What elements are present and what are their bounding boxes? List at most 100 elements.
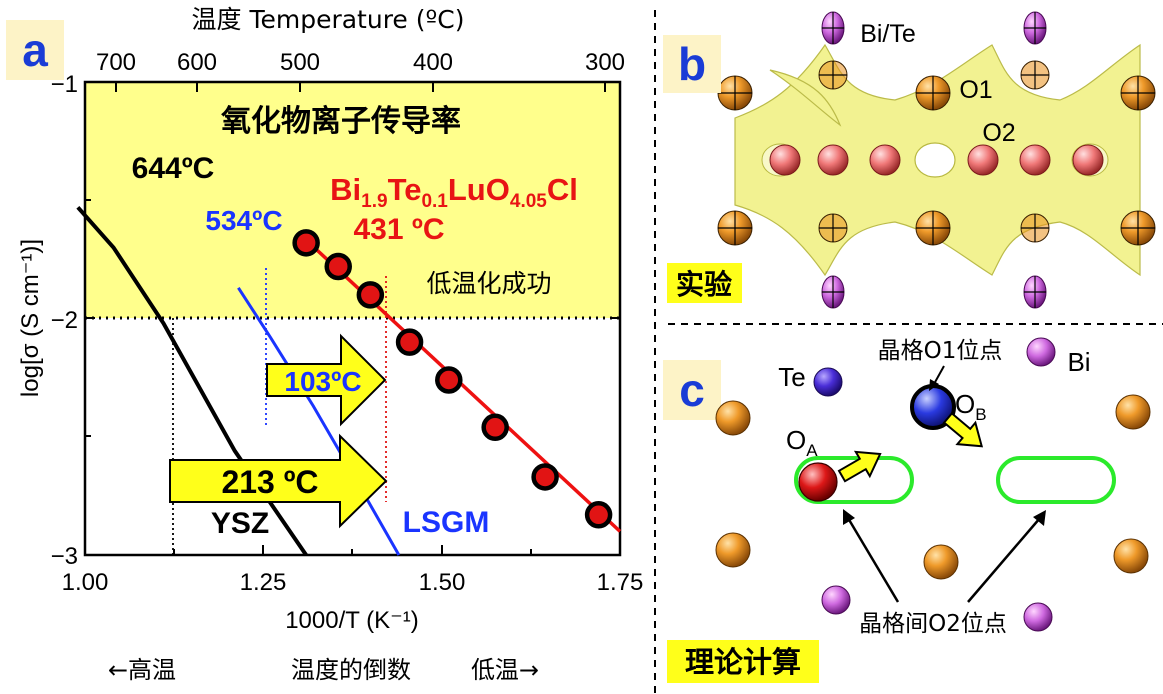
panel-b: b Bi/Te O1 O2 实验 <box>663 11 1156 309</box>
o2-site-label: 晶格间O2位点 <box>859 611 1007 637</box>
data-point <box>435 366 463 394</box>
bi-atom <box>821 585 851 615</box>
data-point <box>356 281 385 309</box>
experiment-tag: 实验 <box>676 268 732 301</box>
material-sub: 0.1 <box>421 191 448 212</box>
oxygen-a-atom <box>798 462 838 502</box>
data-point <box>531 463 559 491</box>
site-label-o2: O2 <box>982 119 1015 147</box>
orange-atom <box>1115 394 1151 430</box>
success-label: 低温化成功 <box>426 269 551 298</box>
panel-a-label: a <box>22 24 48 76</box>
panel-a-label-bg <box>6 20 64 80</box>
arrow-213: 213 ºC <box>169 433 388 529</box>
oa-label: OA <box>786 425 818 460</box>
o2-atom <box>869 144 901 176</box>
bottom-high-temp: ←高温 <box>108 656 176 684</box>
x-tick-label: 1.00 <box>62 569 109 596</box>
o2-pointer-left <box>846 517 900 603</box>
atoms-c <box>715 337 1151 632</box>
panel-c-label-bg <box>663 360 721 420</box>
temp-label-ysz: 644ºC <box>132 152 215 185</box>
material-sub: 1.9 <box>361 191 387 212</box>
arrow-label-103: 103ºC <box>284 366 361 397</box>
data-point <box>324 252 352 281</box>
material-part: Cl <box>547 172 578 207</box>
oa-main: O <box>786 425 806 455</box>
theory-tag-bg <box>667 640 819 683</box>
o2-pointer-right <box>967 517 1041 603</box>
orange-atom <box>1113 538 1149 574</box>
y-tick-label: −2 <box>51 307 78 334</box>
oa-sub: A <box>806 441 818 460</box>
top-tick-label: 600 <box>177 49 217 76</box>
y-tick-label: −1 <box>51 71 78 98</box>
x-tick-label: 1.75 <box>597 569 644 596</box>
ob-sub: B <box>975 405 986 424</box>
data-point <box>584 501 613 529</box>
o2-pointer-right-head <box>1033 510 1046 526</box>
material-part: LuO <box>448 172 510 207</box>
panel-c-label: c <box>679 364 705 416</box>
top-tick-label: 300 <box>585 49 625 76</box>
interstitial-site-a <box>794 456 914 504</box>
te-label: Te <box>778 362 805 392</box>
arrow-label-213: 213 ºC <box>221 464 318 500</box>
temp-label-new: 431 ºC <box>353 213 444 246</box>
bi-label: Bi <box>1067 347 1090 377</box>
ob-label: OB <box>955 389 987 424</box>
arrow-shape <box>169 433 388 529</box>
data-point <box>292 229 320 257</box>
top-axis-title: 温度 Temperature (ºC) <box>192 5 465 34</box>
migration-arrow-a <box>837 450 882 483</box>
temp-label-lsgm: 534ºC <box>205 205 282 236</box>
site-label-o1: O1 <box>959 76 992 104</box>
panel-b-label-bg <box>663 35 721 93</box>
bi-atom <box>1023 602 1053 632</box>
material-sub: 4.05 <box>510 191 547 212</box>
bottom-low-temp: 低温→ <box>471 656 539 684</box>
x-tick-label: 1.25 <box>240 569 287 596</box>
material-label: Bi1.9Te0.1LuO4.05Cl <box>330 172 578 212</box>
orange-atom <box>715 532 751 568</box>
isosurface-hole <box>914 142 956 178</box>
panel-c: c 晶格O1位点 Te Bi OA OB 晶格间O2位点 理论计算 <box>663 337 1151 683</box>
o2-atom <box>1072 144 1104 176</box>
top-tick-label: 500 <box>280 49 320 76</box>
o1-pointer <box>933 365 945 385</box>
top-tick-label: 700 <box>96 49 136 76</box>
data-points <box>292 229 613 529</box>
arrow-shape <box>266 333 387 427</box>
orange-atom <box>923 544 959 580</box>
o1-pointer-head <box>929 379 939 391</box>
o2-atom <box>769 144 801 176</box>
high-conductivity-region <box>85 82 620 318</box>
material-part: Te <box>388 172 422 207</box>
series-label-ysz: YSZ <box>211 507 269 540</box>
o2-atom <box>817 144 849 176</box>
o1-site-label: 晶格O1位点 <box>878 338 1003 364</box>
migration-arrow-shape <box>942 411 984 448</box>
isosurface-channel <box>769 69 842 127</box>
o2-atom <box>967 144 999 176</box>
lattice-atoms-b <box>717 11 1156 309</box>
ob-main: O <box>955 389 975 419</box>
o2-atom <box>1019 144 1051 176</box>
te-atom <box>813 367 843 397</box>
top-tick-label: 400 <box>413 49 453 76</box>
panel-a: a 温度 Temperature (ºC) <box>6 5 643 684</box>
migration-arrow-b <box>942 411 984 448</box>
migration-arrow-shape <box>837 450 882 483</box>
bi-atom <box>1026 337 1056 367</box>
bottom-reciprocal: 温度的倒数 <box>291 656 411 684</box>
x-tick-label: 1.50 <box>419 569 466 596</box>
site-label-bi-te: Bi/Te <box>860 20 916 48</box>
arrow-103: 103ºC <box>266 333 387 427</box>
data-point <box>481 413 509 442</box>
ticks <box>84 81 621 556</box>
region-title: 氧化物离子传导率 <box>221 104 461 139</box>
y-axis-label: log[σ (S cm⁻¹)] <box>17 239 44 397</box>
interstitial-site-b <box>996 456 1116 504</box>
data-point <box>395 328 424 356</box>
